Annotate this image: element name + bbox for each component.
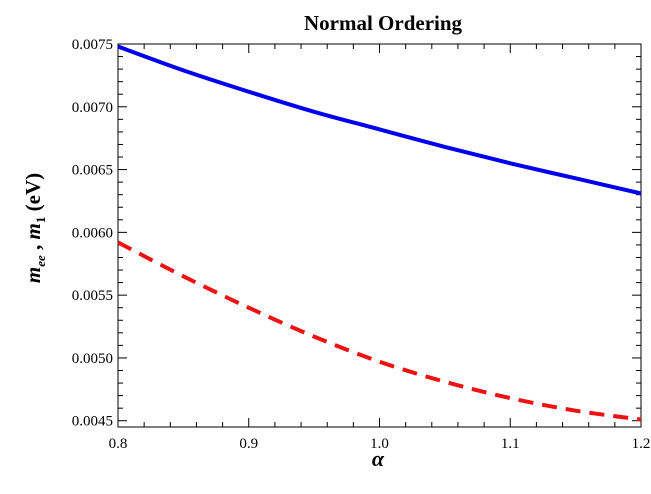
- x-tick-label: 1.2: [632, 436, 651, 452]
- x-tick-label: 1.1: [501, 436, 520, 452]
- y-axis-ticks: 0.0045 0.0050 0.0055 0.0060 0.0065 0.0070 0.00…: [72, 37, 641, 430]
- y-axis-title-m-1: m: [21, 223, 45, 239]
- y-axis-title-ee-subscript: ee: [33, 255, 48, 267]
- series-line-solid: [117, 44, 642, 196]
- x-tick-label: 0.8: [109, 436, 128, 452]
- plot-frame: [117, 43, 642, 428]
- series-line-dashed: [117, 240, 642, 422]
- y-axis-title-separator: ,: [21, 239, 45, 255]
- chart-title: Normal Ordering: [304, 11, 463, 35]
- y-tick-label: 0.0065: [72, 163, 113, 179]
- y-tick-label: 0.0055: [72, 288, 113, 304]
- x-tick-label: 0.9: [239, 436, 258, 452]
- svg-text:mee , m1 (eV): mee , m1 (eV): [21, 173, 48, 283]
- y-tick-label: 0.0075: [72, 37, 113, 53]
- series-group: [117, 44, 642, 422]
- y-axis-title-1-subscript: 1: [33, 217, 48, 224]
- y-tick-label: 0.0070: [72, 100, 113, 116]
- y-axis-title: mee , m1 (eV): [21, 173, 48, 283]
- y-axis-title-unit: (eV): [21, 173, 45, 217]
- y-tick-label: 0.0060: [72, 225, 113, 241]
- y-axis-title-m-ee: m: [21, 267, 45, 283]
- x-axis-ticks: 0.8 0.9 1.0 1.1 1.2: [109, 44, 651, 452]
- x-axis-title: α: [372, 446, 385, 471]
- x-tick-label: 1.0: [370, 436, 389, 452]
- y-tick-label: 0.0050: [72, 351, 113, 367]
- y-tick-label: 0.0045: [72, 414, 113, 430]
